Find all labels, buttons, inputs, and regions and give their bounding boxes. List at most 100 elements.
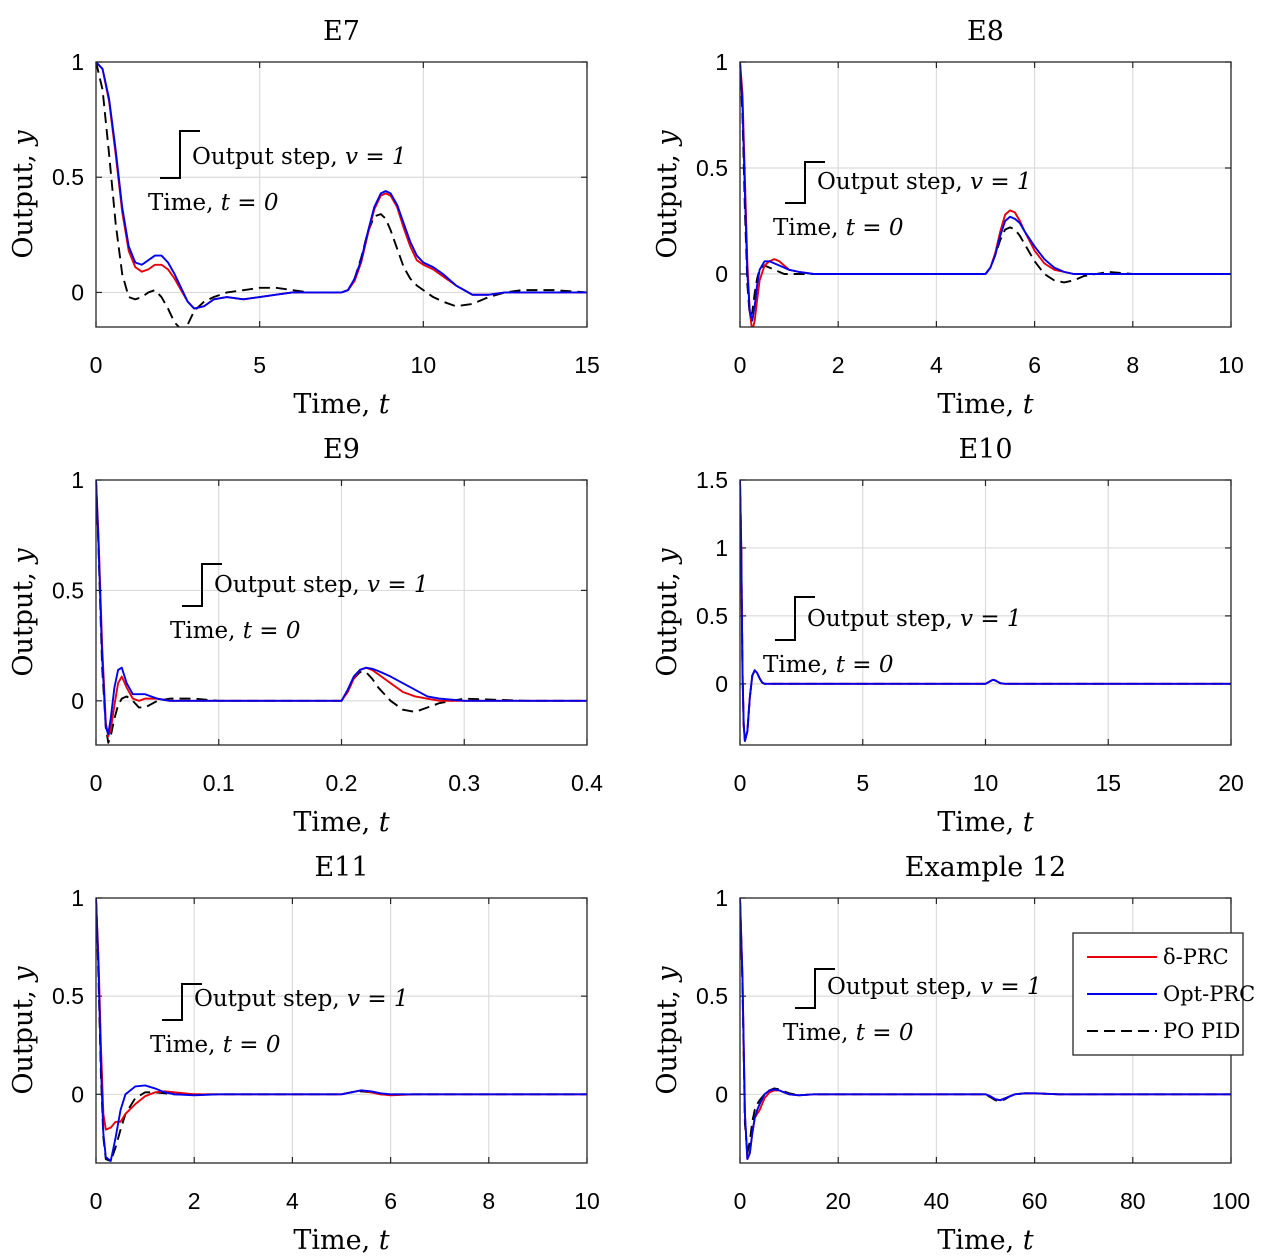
y-tick-label: 1 <box>71 49 84 75</box>
plot-area <box>740 62 1231 327</box>
annotation-time-label: Time, t = 0 <box>783 1020 914 1046</box>
axes-frame <box>739 479 1232 746</box>
y-tick-label: 0 <box>71 279 84 305</box>
step-symbol <box>182 563 222 607</box>
subplot-6: 0 20 40 60 80 100 0 0.5 1 Example 12 Time, t Output… <box>652 852 1255 1256</box>
annotation-time-label: Time, t = 0 <box>170 618 301 644</box>
y-tick-label: 1.5 <box>696 467 728 493</box>
annotation-step-label: Output step, v = 1 <box>194 986 409 1012</box>
step-symbol <box>160 130 200 179</box>
plot-area <box>96 898 587 1163</box>
legend-entry: PO PID <box>1163 1019 1240 1043</box>
y-axis-label: Output, y <box>652 966 683 1095</box>
annotation-step-label: Output step, v = 1 <box>807 606 1022 632</box>
annotation-step-label: Output step, v = 1 <box>827 974 1042 1000</box>
y-tick-label: 1 <box>71 885 84 911</box>
legend-entry: δ-PRC <box>1163 945 1229 969</box>
step-symbol <box>775 596 815 641</box>
subplot-title: E9 <box>323 434 360 465</box>
legend-entry: Opt-PRC <box>1163 982 1255 1006</box>
subplot-title: Example 12 <box>905 852 1066 883</box>
x-tick-label: 5 <box>856 770 869 796</box>
y-tick-label: 0.5 <box>696 155 728 181</box>
x-tick-label: 60 <box>1022 1188 1048 1214</box>
series-line-optprc <box>96 480 587 735</box>
x-axis-label: Time, t <box>937 1225 1033 1256</box>
y-tick-label: 0 <box>71 1081 84 1107</box>
x-tick-label: 0.4 <box>571 770 603 796</box>
x-tick-label: 100 <box>1212 1188 1250 1214</box>
x-tick-label: 0 <box>734 352 747 378</box>
y-tick-label: 0.5 <box>52 577 84 603</box>
subplot-5: 0 2 4 6 8 10 0 0.5 1 E11 Time, t Output, y Output st… <box>8 852 600 1256</box>
y-tick-label: 1 <box>715 535 728 561</box>
x-tick-label: 15 <box>1095 770 1121 796</box>
x-axis-label: Time, t <box>293 389 389 420</box>
x-tick-label: 4 <box>930 352 943 378</box>
axes-frame <box>739 61 1232 328</box>
subplot-2: 0 2 4 6 8 10 0 0.5 1 E8 Time, t Output, y Output ste… <box>652 16 1244 420</box>
axes-frame <box>95 61 588 328</box>
annotation-step-label: Output step, v = 1 <box>214 572 429 598</box>
x-tick-label: 0.1 <box>203 770 235 796</box>
x-tick-label: 8 <box>482 1188 495 1214</box>
x-tick-label: 4 <box>286 1188 299 1214</box>
y-tick-label: 0.5 <box>52 164 84 190</box>
x-axis-label: Time, t <box>293 807 389 838</box>
y-axis-label: Output, y <box>8 130 39 259</box>
annotation-time-label: Time, t = 0 <box>148 190 279 216</box>
x-tick-label: 0 <box>90 770 103 796</box>
x-tick-label: 6 <box>384 1188 397 1214</box>
series-line-prc <box>96 898 587 1131</box>
y-tick-label: 0 <box>715 1081 728 1107</box>
x-tick-label: 80 <box>1120 1188 1146 1214</box>
annotation-time-label: Time, t = 0 <box>150 1032 281 1058</box>
x-tick-label: 15 <box>574 352 600 378</box>
y-tick-label: 1 <box>715 49 728 75</box>
x-tick-label: 0 <box>90 352 103 378</box>
y-tick-label: 0.5 <box>52 983 84 1009</box>
x-tick-label: 0.3 <box>448 770 480 796</box>
subplot-4: 0 5 10 15 20 0 0.5 1 1.5 E10 Time, t Output, y Outpu… <box>652 434 1244 838</box>
x-tick-label: 20 <box>1218 770 1244 796</box>
step-symbol <box>785 161 825 204</box>
y-tick-label: 0.5 <box>696 983 728 1009</box>
annotation-time-label: Time, t = 0 <box>773 215 904 241</box>
x-tick-label: 0 <box>734 770 747 796</box>
x-tick-label: 0.2 <box>326 770 358 796</box>
annotation-time-label: Time, t = 0 <box>763 652 894 678</box>
x-tick-label: 10 <box>973 770 999 796</box>
step-symbol <box>162 983 202 1021</box>
series-line-optprc <box>740 898 1231 1161</box>
y-axis-label: Output, y <box>8 548 39 677</box>
x-axis-label: Time, t <box>937 389 1033 420</box>
x-tick-label: 40 <box>924 1188 950 1214</box>
axes-frame <box>95 479 588 746</box>
x-tick-label: 2 <box>188 1188 201 1214</box>
x-axis-label: Time, t <box>293 1225 389 1256</box>
subplot-title: E11 <box>314 852 368 883</box>
annotation-step-label: Output step, v = 1 <box>817 169 1032 195</box>
x-tick-label: 10 <box>411 352 437 378</box>
axes-frame <box>95 897 588 1164</box>
subplot-1: 0 5 10 15 0 0.5 1 E7 Time, t Output, y Output step… <box>8 16 600 420</box>
legend: δ-PRC Opt-PRC PO PID <box>1072 932 1255 1056</box>
series-line-optprc <box>740 480 1231 742</box>
y-axis-label: Output, y <box>652 130 683 259</box>
series-line-optprc <box>96 898 587 1162</box>
x-tick-label: 10 <box>574 1188 600 1214</box>
series-line-optprc <box>96 62 587 310</box>
y-tick-label: 1 <box>715 885 728 911</box>
y-tick-label: 0 <box>71 688 84 714</box>
x-tick-label: 6 <box>1028 352 1041 378</box>
subplot-title: E7 <box>323 16 360 47</box>
x-tick-label: 0 <box>90 1188 103 1214</box>
y-tick-label: 0.5 <box>696 603 728 629</box>
y-tick-label: 0 <box>715 261 728 287</box>
y-axis-label: Output, y <box>652 548 683 677</box>
y-axis-label: Output, y <box>8 966 39 1095</box>
annotation-step-label: Output step, v = 1 <box>192 144 407 170</box>
x-tick-label: 8 <box>1126 352 1139 378</box>
